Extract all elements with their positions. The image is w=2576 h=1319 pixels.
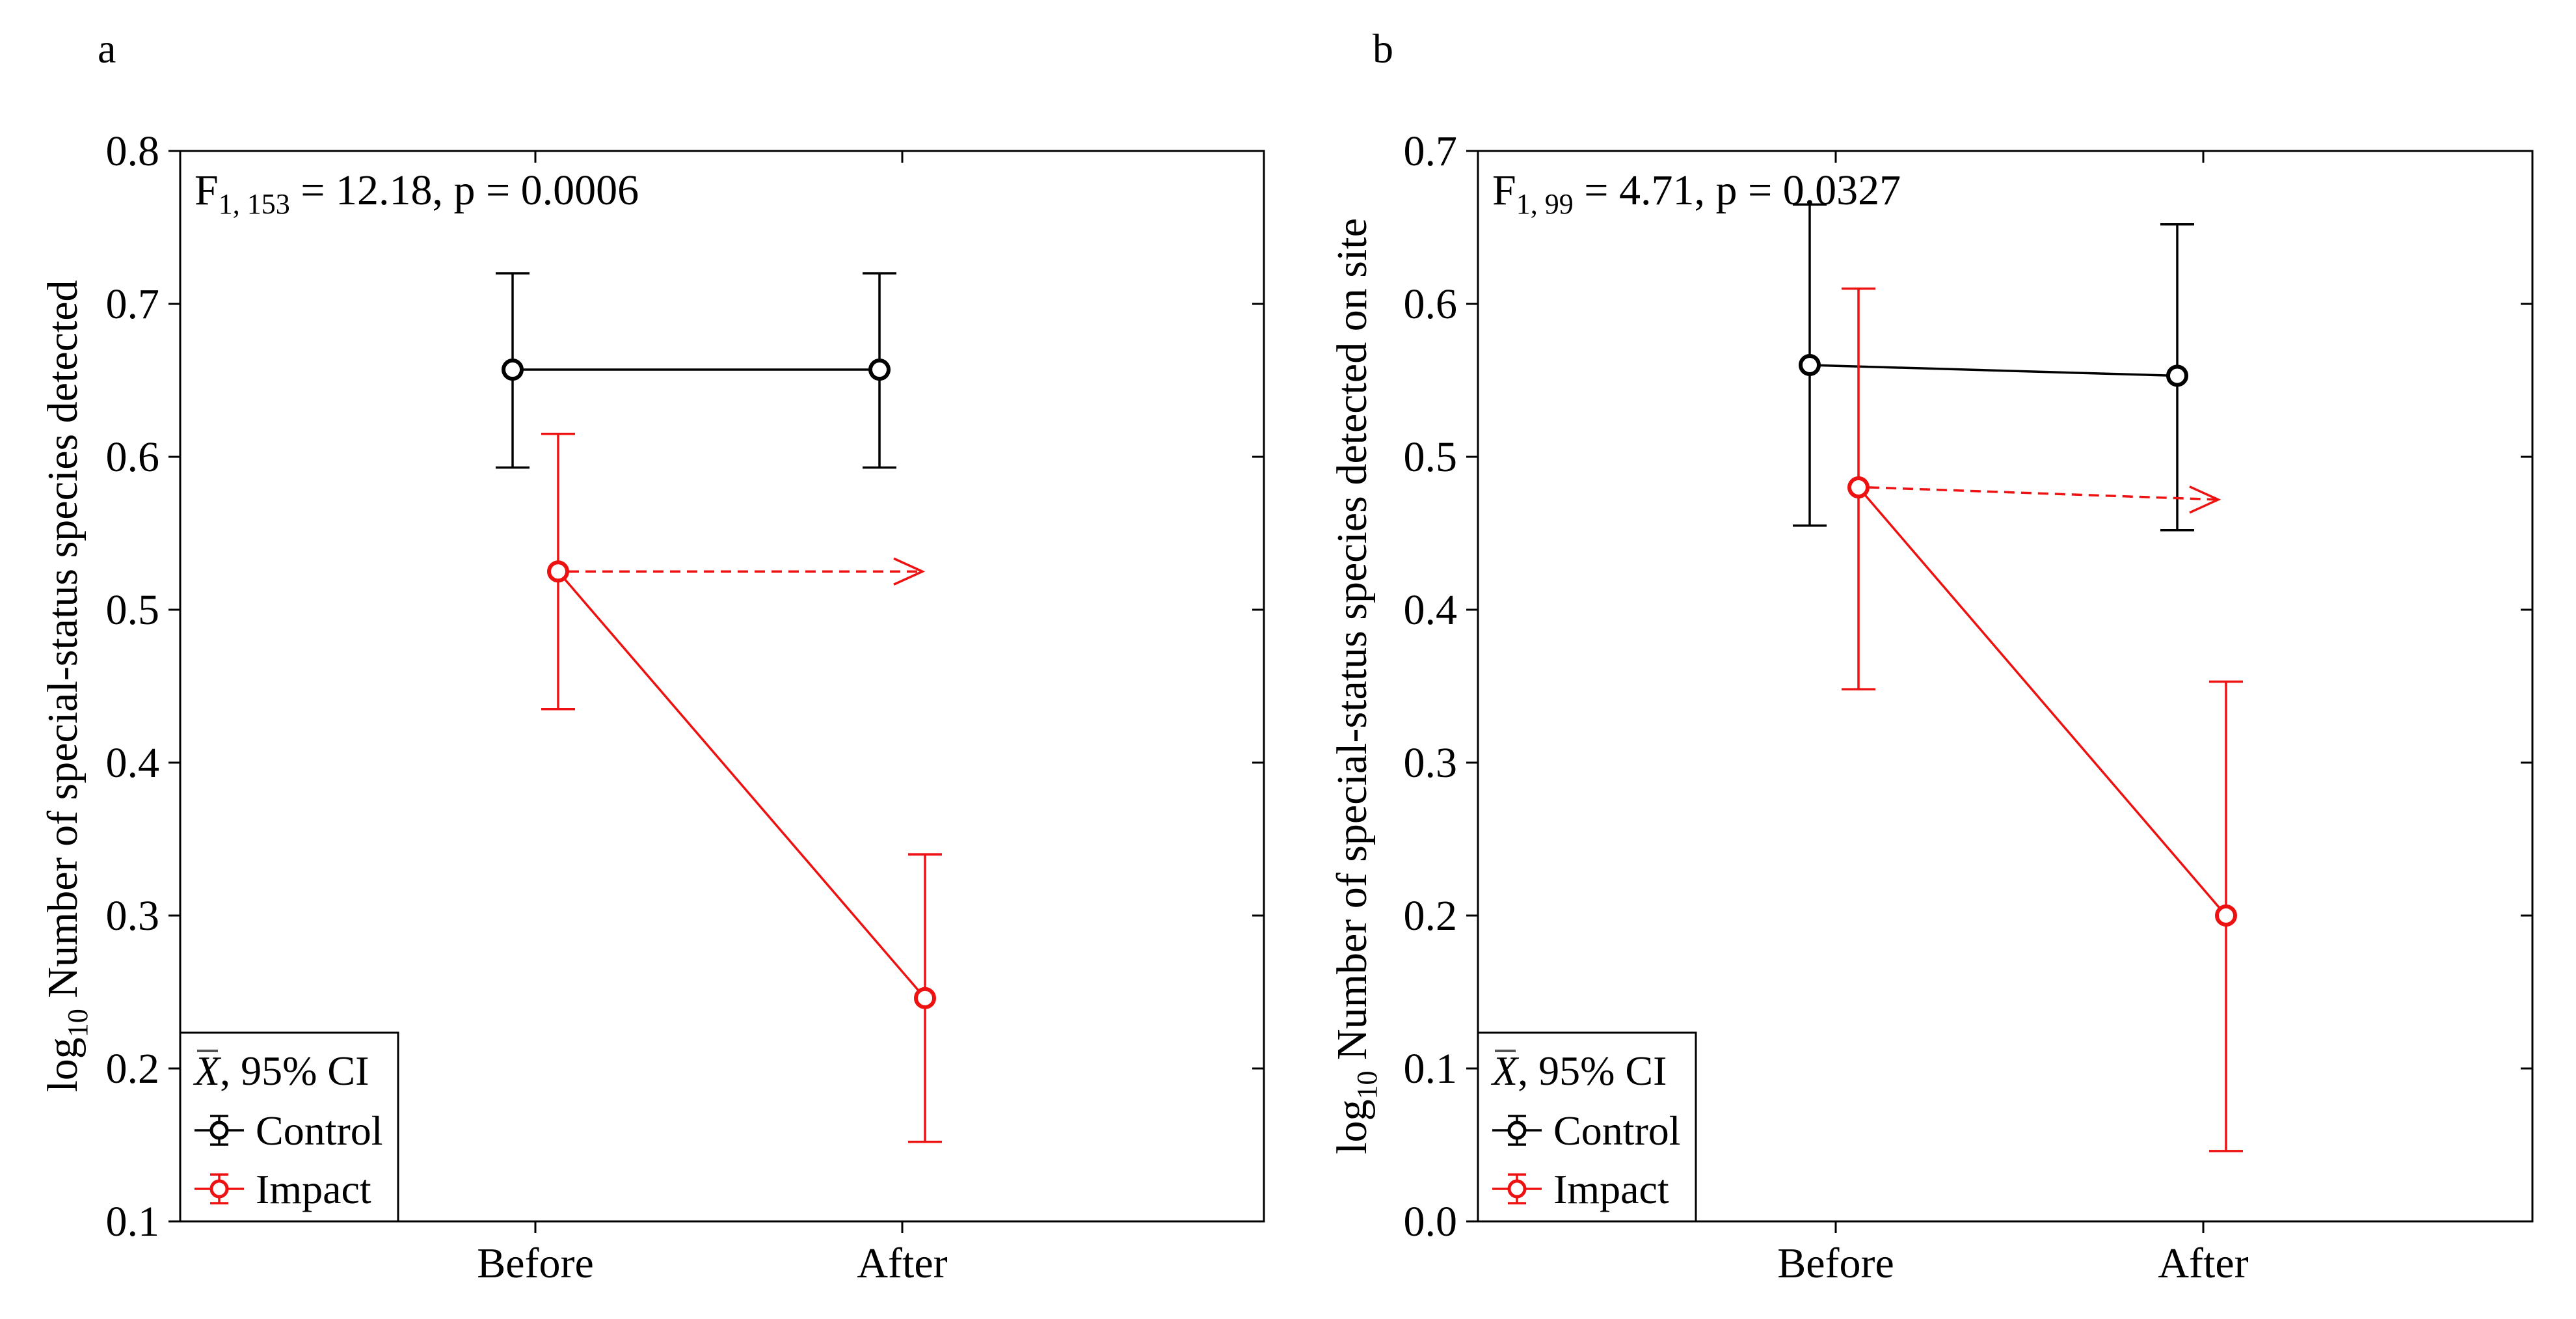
mean-point — [1799, 354, 1821, 376]
legend-entry-label: Control — [1553, 1108, 1681, 1154]
series-line — [557, 571, 926, 999]
legend-marker — [1507, 1179, 1527, 1199]
stat-df: 1, 99 — [1516, 188, 1574, 220]
legend-entry-label: Impact — [1553, 1166, 1669, 1212]
legend-entry-label: Impact — [256, 1166, 371, 1212]
stat-rest: = 12.18, p = 0.0006 — [290, 167, 639, 214]
y-tick-label: 0.2 — [106, 1045, 160, 1093]
y-axis-label: log10 Number of special-status species d… — [1328, 218, 1383, 1154]
y-tick-label: 0.3 — [1404, 739, 1458, 787]
stat-rest: = 4.71, p = 0.0327 — [1574, 167, 1901, 214]
mean-point — [502, 359, 524, 381]
y-tick-label: 0.3 — [106, 892, 160, 940]
x-category-label: Before — [1777, 1240, 1894, 1287]
series-impact — [541, 433, 942, 1143]
legend-marker — [1507, 1121, 1527, 1140]
stat-annotation: F1, 99 = 4.71, p = 0.0327 — [1492, 167, 1901, 220]
legend-header: X, 95% CI — [193, 1048, 369, 1094]
y-axis-label-text: Number of special-status species detecte… — [39, 280, 87, 1009]
y-axis-label-text: Number of special-status species detecte… — [1328, 218, 1376, 1070]
mean-point — [1847, 476, 1870, 498]
y-tick-label: 0.2 — [1404, 892, 1458, 940]
y-axis-label-subscript: 10 — [62, 1009, 94, 1037]
legend: X, 95% CI Control Impact — [1477, 1031, 1697, 1223]
series-control — [496, 272, 896, 469]
series-line — [1857, 486, 2227, 917]
mean-point — [547, 560, 569, 583]
legend-header-text: , 95% CI — [1518, 1048, 1667, 1094]
stat-F: F — [195, 167, 219, 214]
panel-label: b — [1373, 25, 1393, 72]
series-line — [1809, 364, 2178, 377]
plot-frame — [179, 150, 1265, 1223]
y-axis-label-subscript: 10 — [1351, 1071, 1383, 1100]
y-axis-label-prefix: log — [1328, 1100, 1376, 1154]
stat-F: F — [1492, 167, 1516, 214]
series-control — [1793, 203, 2194, 532]
y-tick-label: 0.1 — [1404, 1045, 1458, 1093]
y-tick-label: 0.5 — [1404, 433, 1458, 481]
y-axis-label-prefix: log — [39, 1037, 87, 1092]
mean-point — [868, 359, 891, 381]
y-tick-label: 0.4 — [106, 739, 160, 787]
legend-marker — [209, 1121, 229, 1140]
x-category-label: After — [2158, 1240, 2248, 1287]
y-tick-label: 0.6 — [106, 433, 160, 481]
y-tick-label: 0.8 — [106, 128, 160, 175]
y-tick-label: 0.4 — [1404, 586, 1458, 634]
y-tick-label: 0.5 — [106, 586, 160, 634]
mean-point — [914, 986, 936, 1009]
mean-point — [2166, 364, 2188, 387]
reference-arrow-head — [2189, 485, 2221, 514]
reference-arrow-head — [893, 557, 926, 586]
stat-annotation: F1, 153 = 12.18, p = 0.0006 — [195, 167, 639, 220]
legend-entry-label: Control — [256, 1108, 383, 1154]
y-tick-label: 0.7 — [106, 280, 160, 328]
mean-point — [2215, 904, 2237, 927]
x-category-label: Before — [477, 1240, 594, 1287]
y-tick-label: 0.7 — [1404, 128, 1458, 175]
reference-arrow-shaft — [1868, 486, 2219, 501]
stat-df: 1, 153 — [219, 188, 290, 220]
reference-arrow — [569, 557, 926, 586]
legend-header: X, 95% CI — [1490, 1048, 1667, 1094]
plot-frame — [1477, 150, 2534, 1223]
legend-header-symbol: X — [193, 1048, 222, 1094]
y-tick-label: 0.0 — [1404, 1198, 1458, 1245]
series-impact — [1842, 287, 2243, 1152]
x-category-label: After — [857, 1240, 947, 1287]
panel-label: a — [98, 25, 116, 72]
y-axis-label: log10 Number of special-status species d… — [39, 280, 94, 1092]
legend-header-symbol: X — [1490, 1048, 1520, 1094]
reference-arrow — [1868, 485, 2221, 514]
legend-header-text: , 95% CI — [220, 1048, 369, 1094]
legend-marker — [209, 1179, 229, 1199]
legend: X, 95% CI Control Impact — [179, 1031, 399, 1223]
y-tick-label: 0.6 — [1404, 280, 1458, 328]
y-tick-label: 0.1 — [106, 1198, 160, 1245]
